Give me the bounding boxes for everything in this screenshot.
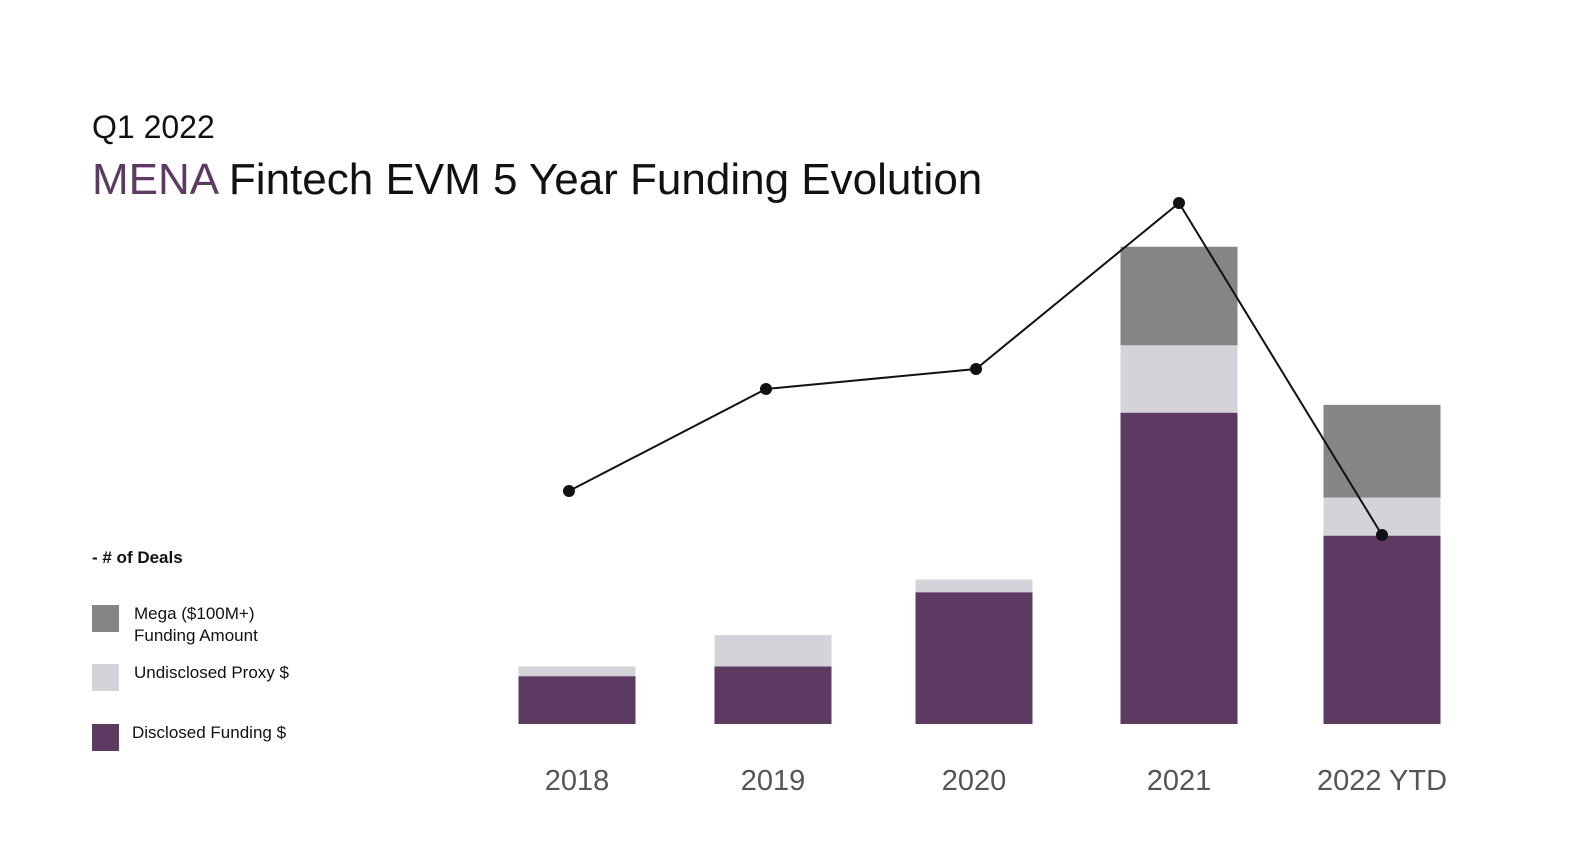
bar-2018-series-0 <box>518 676 636 724</box>
deals-point-2022-ytd <box>1376 529 1388 541</box>
bar-2022-ytd-series-2 <box>1323 404 1441 498</box>
bar-2018-series-1 <box>518 666 636 677</box>
legend-swatch-undisclosed <box>92 664 119 691</box>
bar-2020-series-1 <box>915 579 1033 593</box>
deals-point-2019 <box>760 383 772 395</box>
x-tick-label-2018: 2018 <box>545 765 610 797</box>
bar-2019-series-1 <box>714 635 832 667</box>
bar-2021-series-1 <box>1120 345 1238 413</box>
legend-label-mega: Mega ($100M+) Funding Amount <box>134 604 258 645</box>
title-accent: MENA <box>92 155 217 204</box>
x-tick-label-2020: 2020 <box>942 765 1007 797</box>
deals-line-group <box>563 197 1388 541</box>
legend-swatch-mega <box>92 605 119 632</box>
legend-item-undisclosed: Undisclosed Proxy $ <box>92 660 412 720</box>
legend-heading-deals: - # of Deals <box>92 548 183 567</box>
legend-item-disclosed: Disclosed Funding $ <box>92 720 412 751</box>
bar-2021-series-0 <box>1120 412 1238 724</box>
x-tick-label-2022-ytd: 2022 YTD <box>1317 765 1447 797</box>
chart-subtitle: Q1 2022 <box>92 109 215 145</box>
x-axis: 2018 2019 2020 2021 2022 YTD <box>545 765 1447 797</box>
bar-2019-series-0 <box>714 666 832 724</box>
deals-point-2021 <box>1173 197 1185 209</box>
deals-point-2018 <box>563 485 575 497</box>
x-tick-label-2021: 2021 <box>1147 765 1212 797</box>
legend-swatch-disclosed <box>92 724 119 751</box>
chart-header: Q1 2022 MENA Fintech EVM 5 Year Funding … <box>92 108 982 206</box>
title-rest: Fintech EVM 5 Year Funding Evolution <box>216 155 983 204</box>
legend-label-undisclosed: Undisclosed Proxy $ <box>134 663 289 682</box>
deals-point-2020 <box>970 363 982 375</box>
bar-2021-series-2 <box>1120 246 1238 346</box>
chart-title: MENA Fintech EVM 5 Year Funding Evolutio… <box>92 154 982 206</box>
legend: - # of Deals Mega ($100M+) Funding Amoun… <box>92 548 412 751</box>
bar-2022-ytd-series-0 <box>1323 535 1441 724</box>
legend-label-disclosed: Disclosed Funding $ <box>132 723 287 742</box>
bar-group <box>518 246 1441 724</box>
bar-2020-series-0 <box>915 592 1033 724</box>
x-tick-label-2019: 2019 <box>741 765 806 797</box>
legend-item-mega: Mega ($100M+) Funding Amount <box>92 601 412 660</box>
